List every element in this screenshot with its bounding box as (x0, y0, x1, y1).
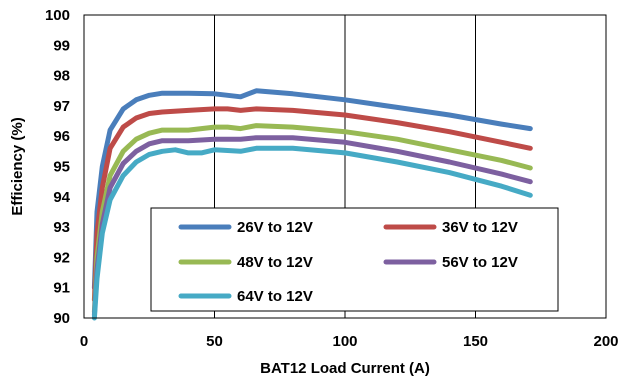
plot-area-border (83, 14, 607, 319)
x-tick-label: 0 (80, 333, 88, 350)
legend: 26V to 12V 36V to 12V 48V to 12V 56V to 12V… (150, 207, 559, 312)
series-line-3 (91, 135, 533, 318)
x-tick-label: 200 (593, 333, 618, 350)
legend-label-1: 36V to 12V (442, 219, 518, 236)
y-tick-label: 92 (53, 249, 70, 266)
series-line-4 (91, 145, 533, 321)
y-tick-label: 98 (53, 68, 70, 85)
series-line-1 (91, 106, 533, 303)
legend-label-3: 56V to 12V (442, 254, 518, 271)
y-tick-label: 94 (53, 189, 70, 206)
legend-label-2: 48V to 12V (237, 254, 313, 271)
x-tick-label: 150 (463, 333, 488, 350)
y-axis-title: Efficiency (%) (9, 117, 26, 215)
series-line-2 (91, 123, 533, 315)
tick-labels: 90 91 92 93 94 95 96 97 98 99 100 0 50 100 150 200 (45, 7, 619, 350)
y-tick-label: 97 (53, 98, 70, 115)
x-tick-label: 50 (206, 333, 223, 350)
y-tick-label: 93 (53, 219, 70, 236)
series-lines (91, 88, 533, 321)
y-tick-label: 90 (53, 310, 70, 327)
legend-label-0: 26V to 12V (237, 219, 313, 236)
y-tick-label: 99 (53, 37, 70, 54)
series-line-0 (91, 88, 533, 291)
x-tick-label: 100 (332, 333, 357, 350)
y-tick-label: 96 (53, 128, 70, 145)
x-axis-title: BAT12 Load Current (A) (260, 360, 430, 377)
y-tick-label: 91 (53, 280, 70, 297)
legend-label-4: 64V to 12V (237, 288, 313, 305)
y-tick-label: 95 (53, 159, 70, 176)
y-tick-label: 100 (45, 7, 70, 24)
